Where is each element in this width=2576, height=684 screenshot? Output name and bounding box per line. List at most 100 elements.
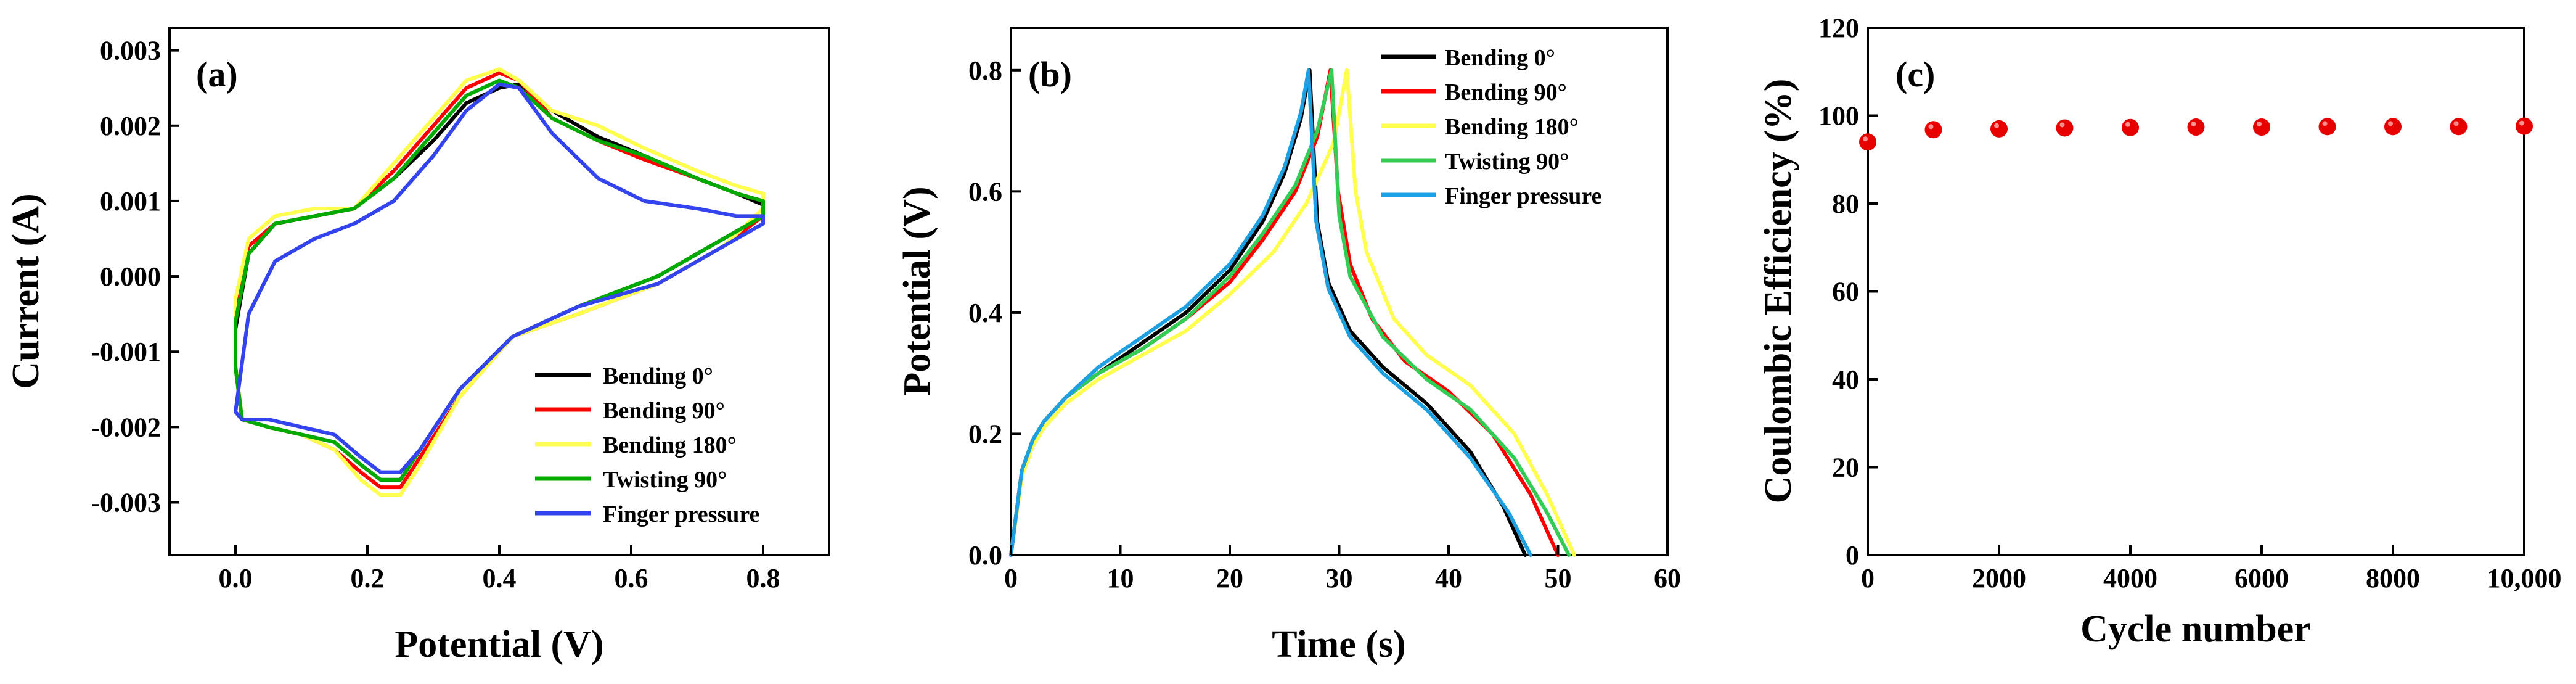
y-tick-label: 0.0 bbox=[968, 540, 1002, 571]
x-tick-label: 50 bbox=[1545, 563, 1572, 593]
x-tick-label: 4000 bbox=[2103, 563, 2157, 593]
x-tick-label: 8000 bbox=[2366, 563, 2420, 593]
panel-a-curves bbox=[234, 67, 765, 497]
legend-b-label-finger-pressure: Finger pressure bbox=[1445, 183, 1601, 209]
data-point bbox=[2318, 118, 2336, 136]
panel-b-x-ticks: 0 10 20 30 40 50 60 bbox=[1004, 545, 1681, 593]
data-point-highlight bbox=[1928, 124, 1934, 130]
panel-a-label: (a) bbox=[196, 54, 238, 94]
y-tick-label: 0.001 bbox=[100, 186, 161, 216]
panel-b-x-axis-title: Time (s) bbox=[1272, 624, 1406, 665]
panel-b-curves bbox=[1009, 68, 1577, 557]
series-line-bending-90 bbox=[1009, 68, 1560, 557]
x-tick-label: 30 bbox=[1326, 563, 1353, 593]
x-tick-label: 0 bbox=[1861, 563, 1875, 593]
y-tick-label: 80 bbox=[1832, 189, 1859, 219]
data-point-highlight bbox=[2059, 122, 2065, 128]
data-point-highlight bbox=[2519, 120, 2524, 126]
legend-a-label-finger-pressure: Finger pressure bbox=[603, 501, 759, 527]
series-line-twisting-90 bbox=[234, 78, 765, 482]
x-tick-label: 10,000 bbox=[2487, 563, 2562, 593]
x-tick-label: 6000 bbox=[2235, 563, 2289, 593]
panel-b-y-ticks: 0.0 0.2 0.4 0.6 0.8 bbox=[968, 56, 1021, 571]
y-tick-label: -0.003 bbox=[91, 488, 161, 518]
x-tick-label: 0 bbox=[1004, 563, 1018, 593]
data-point bbox=[2056, 119, 2074, 137]
y-tick-label: 0.003 bbox=[100, 36, 161, 66]
data-point-highlight bbox=[2125, 122, 2130, 127]
data-point bbox=[2516, 117, 2533, 135]
panel-c-label: (c) bbox=[1895, 54, 1935, 94]
panel-b: 0 10 20 30 40 50 60 0.0 0.2 0.4 0.6 0.8 (b) Time (… bbox=[896, 27, 1681, 665]
panel-a-x-ticks: 0.0 0.2 0.4 0.6 0.8 bbox=[219, 545, 780, 593]
data-point bbox=[2253, 118, 2270, 136]
y-tick-label: 0 bbox=[1846, 540, 1859, 571]
x-tick-label: 60 bbox=[1654, 563, 1681, 593]
panel-a: 0.0 0.2 0.4 0.6 0.8 -0.003 -0.002 -0.001 0.000 0… bbox=[5, 27, 830, 665]
data-point-highlight bbox=[2191, 122, 2196, 127]
legend-b-label-bending-0: Bending 0° bbox=[1445, 45, 1555, 71]
y-tick-label: 0.000 bbox=[100, 262, 161, 292]
panel-a-y-axis-title: Current (A) bbox=[5, 193, 47, 389]
panel-c-y-ticks: 0 20 40 60 80 100 120 bbox=[1818, 13, 1878, 571]
y-tick-label: 0.002 bbox=[100, 111, 161, 141]
panel-c-x-axis-title: Cycle number bbox=[2080, 608, 2311, 650]
panel-a-y-ticks: -0.003 -0.002 -0.001 0.000 0.001 0.002 0.003 bbox=[91, 36, 179, 518]
legend-b-label-twisting-90: Twisting 90° bbox=[1445, 149, 1569, 175]
y-tick-label: 120 bbox=[1818, 13, 1859, 43]
series-line-finger-pressure bbox=[234, 82, 765, 474]
data-point bbox=[1924, 121, 1942, 139]
series-line-finger-pressure bbox=[1009, 68, 1533, 557]
legend-b-label-bending-180: Bending 180° bbox=[1445, 114, 1579, 140]
series-line-bending-90 bbox=[234, 71, 765, 490]
data-point bbox=[2122, 118, 2139, 136]
y-tick-label: 0.4 bbox=[968, 298, 1002, 328]
x-tick-label: 0.8 bbox=[746, 563, 780, 593]
x-tick-label: 0.4 bbox=[483, 563, 517, 593]
x-tick-label: 0.6 bbox=[615, 563, 648, 593]
x-tick-label: 10 bbox=[1107, 563, 1134, 593]
data-point-highlight bbox=[2453, 121, 2459, 126]
data-point-highlight bbox=[2322, 121, 2328, 126]
x-tick-label: 0.2 bbox=[351, 563, 385, 593]
data-point-highlight bbox=[1863, 136, 1868, 142]
panel-c-x-ticks: 0 2000 4000 6000 8000 10,000 bbox=[1861, 545, 2562, 593]
y-tick-label: -0.001 bbox=[91, 337, 161, 367]
legend-a-label-bending-0: Bending 0° bbox=[603, 363, 713, 389]
panel-c-points bbox=[1859, 117, 2533, 151]
legend-a-label-bending-180: Bending 180° bbox=[603, 432, 737, 458]
panel-c: 0 2000 4000 6000 8000 10,000 020406080100120 … bbox=[1757, 13, 2562, 650]
panel-c-y-axis-title: Coulombic Efficiency (%) bbox=[1757, 79, 1799, 504]
y-tick-label: -0.002 bbox=[91, 412, 161, 442]
y-tick-label: 100 bbox=[1818, 101, 1859, 131]
y-tick-label: 60 bbox=[1832, 277, 1859, 307]
series-line-bending-0 bbox=[1009, 68, 1527, 557]
x-tick-label: 20 bbox=[1216, 563, 1243, 593]
legend-a-label-twisting-90: Twisting 90° bbox=[603, 467, 727, 493]
x-tick-label: 0.0 bbox=[219, 563, 253, 593]
data-point-highlight bbox=[2257, 122, 2262, 127]
y-tick-label: 0.6 bbox=[968, 176, 1002, 207]
data-point-highlight bbox=[2388, 121, 2393, 126]
panel-c-frame bbox=[1867, 27, 2525, 556]
panel-b-y-axis-title: Potential (V) bbox=[896, 186, 938, 395]
panel-a-frame bbox=[168, 27, 830, 556]
data-point bbox=[1859, 133, 1876, 151]
data-point bbox=[1990, 120, 2008, 138]
panel-a-x-axis-title: Potential (V) bbox=[395, 624, 603, 665]
panel-b-legend: Bending 0° Bending 90° Bending 180° Twis… bbox=[1381, 45, 1601, 209]
y-tick-label: 0.8 bbox=[968, 56, 1002, 86]
data-point-highlight bbox=[1994, 123, 1999, 128]
data-point bbox=[2450, 118, 2468, 136]
panel-a-legend: Bending 0° Bending 90° Bending 180° Twis… bbox=[535, 363, 759, 527]
y-tick-label: 40 bbox=[1832, 365, 1859, 395]
y-tick-label: 20 bbox=[1832, 453, 1859, 483]
legend-a-label-bending-90: Bending 90° bbox=[603, 398, 725, 424]
y-tick-label: 0.2 bbox=[968, 419, 1002, 449]
x-tick-label: 40 bbox=[1435, 563, 1462, 593]
panel-b-label: (b) bbox=[1028, 54, 1072, 94]
data-point bbox=[2384, 118, 2402, 136]
series-line-bending-180 bbox=[1009, 68, 1577, 557]
data-point bbox=[2187, 118, 2205, 136]
